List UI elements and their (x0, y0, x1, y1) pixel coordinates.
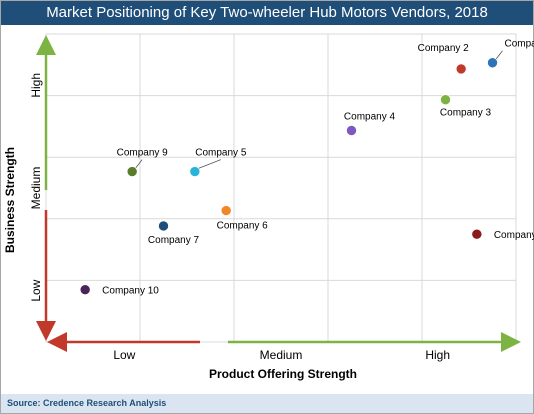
x-tick-label: Medium (260, 348, 303, 362)
data-point: Company 7 (148, 220, 200, 246)
point-marker (440, 94, 451, 106)
source-bar: Source: Credence Research Analysis (1, 394, 533, 413)
chart-title: Market Positioning of Key Two-wheeler Hu… (46, 4, 488, 21)
point-label: Company 1 (505, 39, 534, 50)
y-tick-label: Low (29, 279, 43, 301)
y-tick-label: High (29, 73, 43, 98)
point-label: Company 6 (217, 221, 269, 232)
point-marker (455, 63, 467, 75)
x-axis-title: Product Offering Strength (209, 367, 357, 381)
tick-labels: Low Medium High Low Medium High (29, 73, 450, 362)
data-points: Company 1 Company 2 Company 3 Company 4 Comp… (79, 39, 534, 297)
x-tick-label: Low (113, 348, 135, 362)
data-point: Company 5 (189, 148, 247, 177)
source-note: Source: Credence Research Analysis (7, 398, 167, 408)
label-leader-line (197, 159, 221, 169)
data-point: Company 10 (79, 284, 159, 297)
point-label: Company 2 (418, 43, 470, 54)
data-point: Company 9 (117, 148, 169, 177)
point-marker (126, 166, 138, 177)
label-leader-line (495, 50, 503, 60)
point-marker (346, 125, 357, 136)
y-axis-title: Business Strength (3, 147, 17, 253)
point-label: Company 3 (440, 108, 492, 119)
data-point: Company 1 (487, 39, 534, 69)
x-tick-label: High (425, 348, 450, 362)
axes (36, 35, 521, 352)
point-label: Company 4 (344, 112, 396, 123)
data-point: Company 2 (418, 43, 470, 75)
point-label: Company 9 (117, 148, 169, 159)
y-tick-label: Medium (29, 167, 43, 210)
point-marker (487, 57, 498, 69)
point-marker (158, 220, 169, 232)
data-point: Company 4 (344, 112, 396, 136)
point-label: Company 10 (102, 286, 159, 297)
data-point: Company 3 (440, 94, 492, 119)
point-label: Company 8 (494, 230, 534, 241)
data-point: Company 8 (471, 228, 534, 241)
point-marker (189, 166, 201, 177)
data-point: Company 6 (217, 205, 269, 232)
label-leader-line (134, 159, 143, 169)
point-marker (220, 205, 232, 216)
point-label: Company 7 (148, 235, 200, 246)
title-bar: Market Positioning of Key Two-wheeler Hu… (1, 1, 533, 25)
point-marker (471, 228, 483, 240)
point-label: Company 5 (195, 148, 247, 159)
point-marker (79, 284, 91, 295)
